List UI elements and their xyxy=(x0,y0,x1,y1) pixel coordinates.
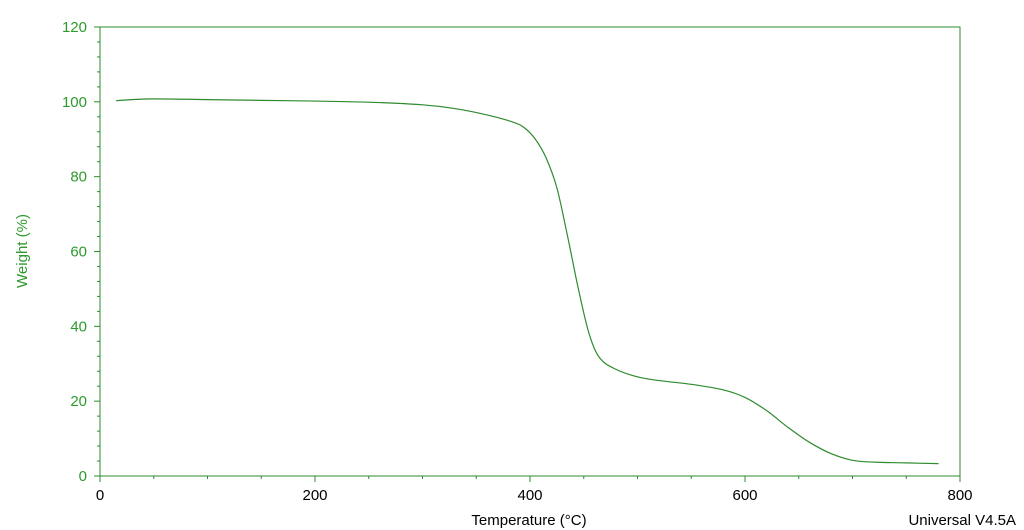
y-axis-title: Weight (%) xyxy=(14,214,31,288)
series-group xyxy=(116,98,939,465)
x-tick-label: 800 xyxy=(947,487,972,504)
plot-frame xyxy=(99,26,961,477)
software-version-label: Universal V4.5A xyxy=(908,512,1016,529)
x-axis-title: Temperature (°C) xyxy=(471,512,586,529)
y-axis-tick-labels: 0 20 40 60 80 100 120 xyxy=(62,19,87,485)
y-tick-label: 40 xyxy=(70,318,87,335)
y-tick-label: 100 xyxy=(62,94,87,111)
y-tick-label: 20 xyxy=(70,393,87,410)
y-tick-label: 60 xyxy=(70,244,87,261)
plot-border xyxy=(99,26,961,477)
x-tick-label: 0 xyxy=(96,487,104,504)
y-tick-label: 0 xyxy=(79,468,87,485)
x-tick-label: 200 xyxy=(302,487,327,504)
series-line-0 xyxy=(116,98,939,465)
y-axis-ticks xyxy=(94,26,100,477)
y-tick-label: 80 xyxy=(70,169,87,186)
x-axis-ticks xyxy=(99,476,961,482)
x-axis-tick-labels: 0 200 400 600 800 xyxy=(96,487,973,504)
x-tick-label: 600 xyxy=(732,487,757,504)
y-tick-label: 120 xyxy=(62,19,87,36)
x-tick-label: 400 xyxy=(517,487,542,504)
